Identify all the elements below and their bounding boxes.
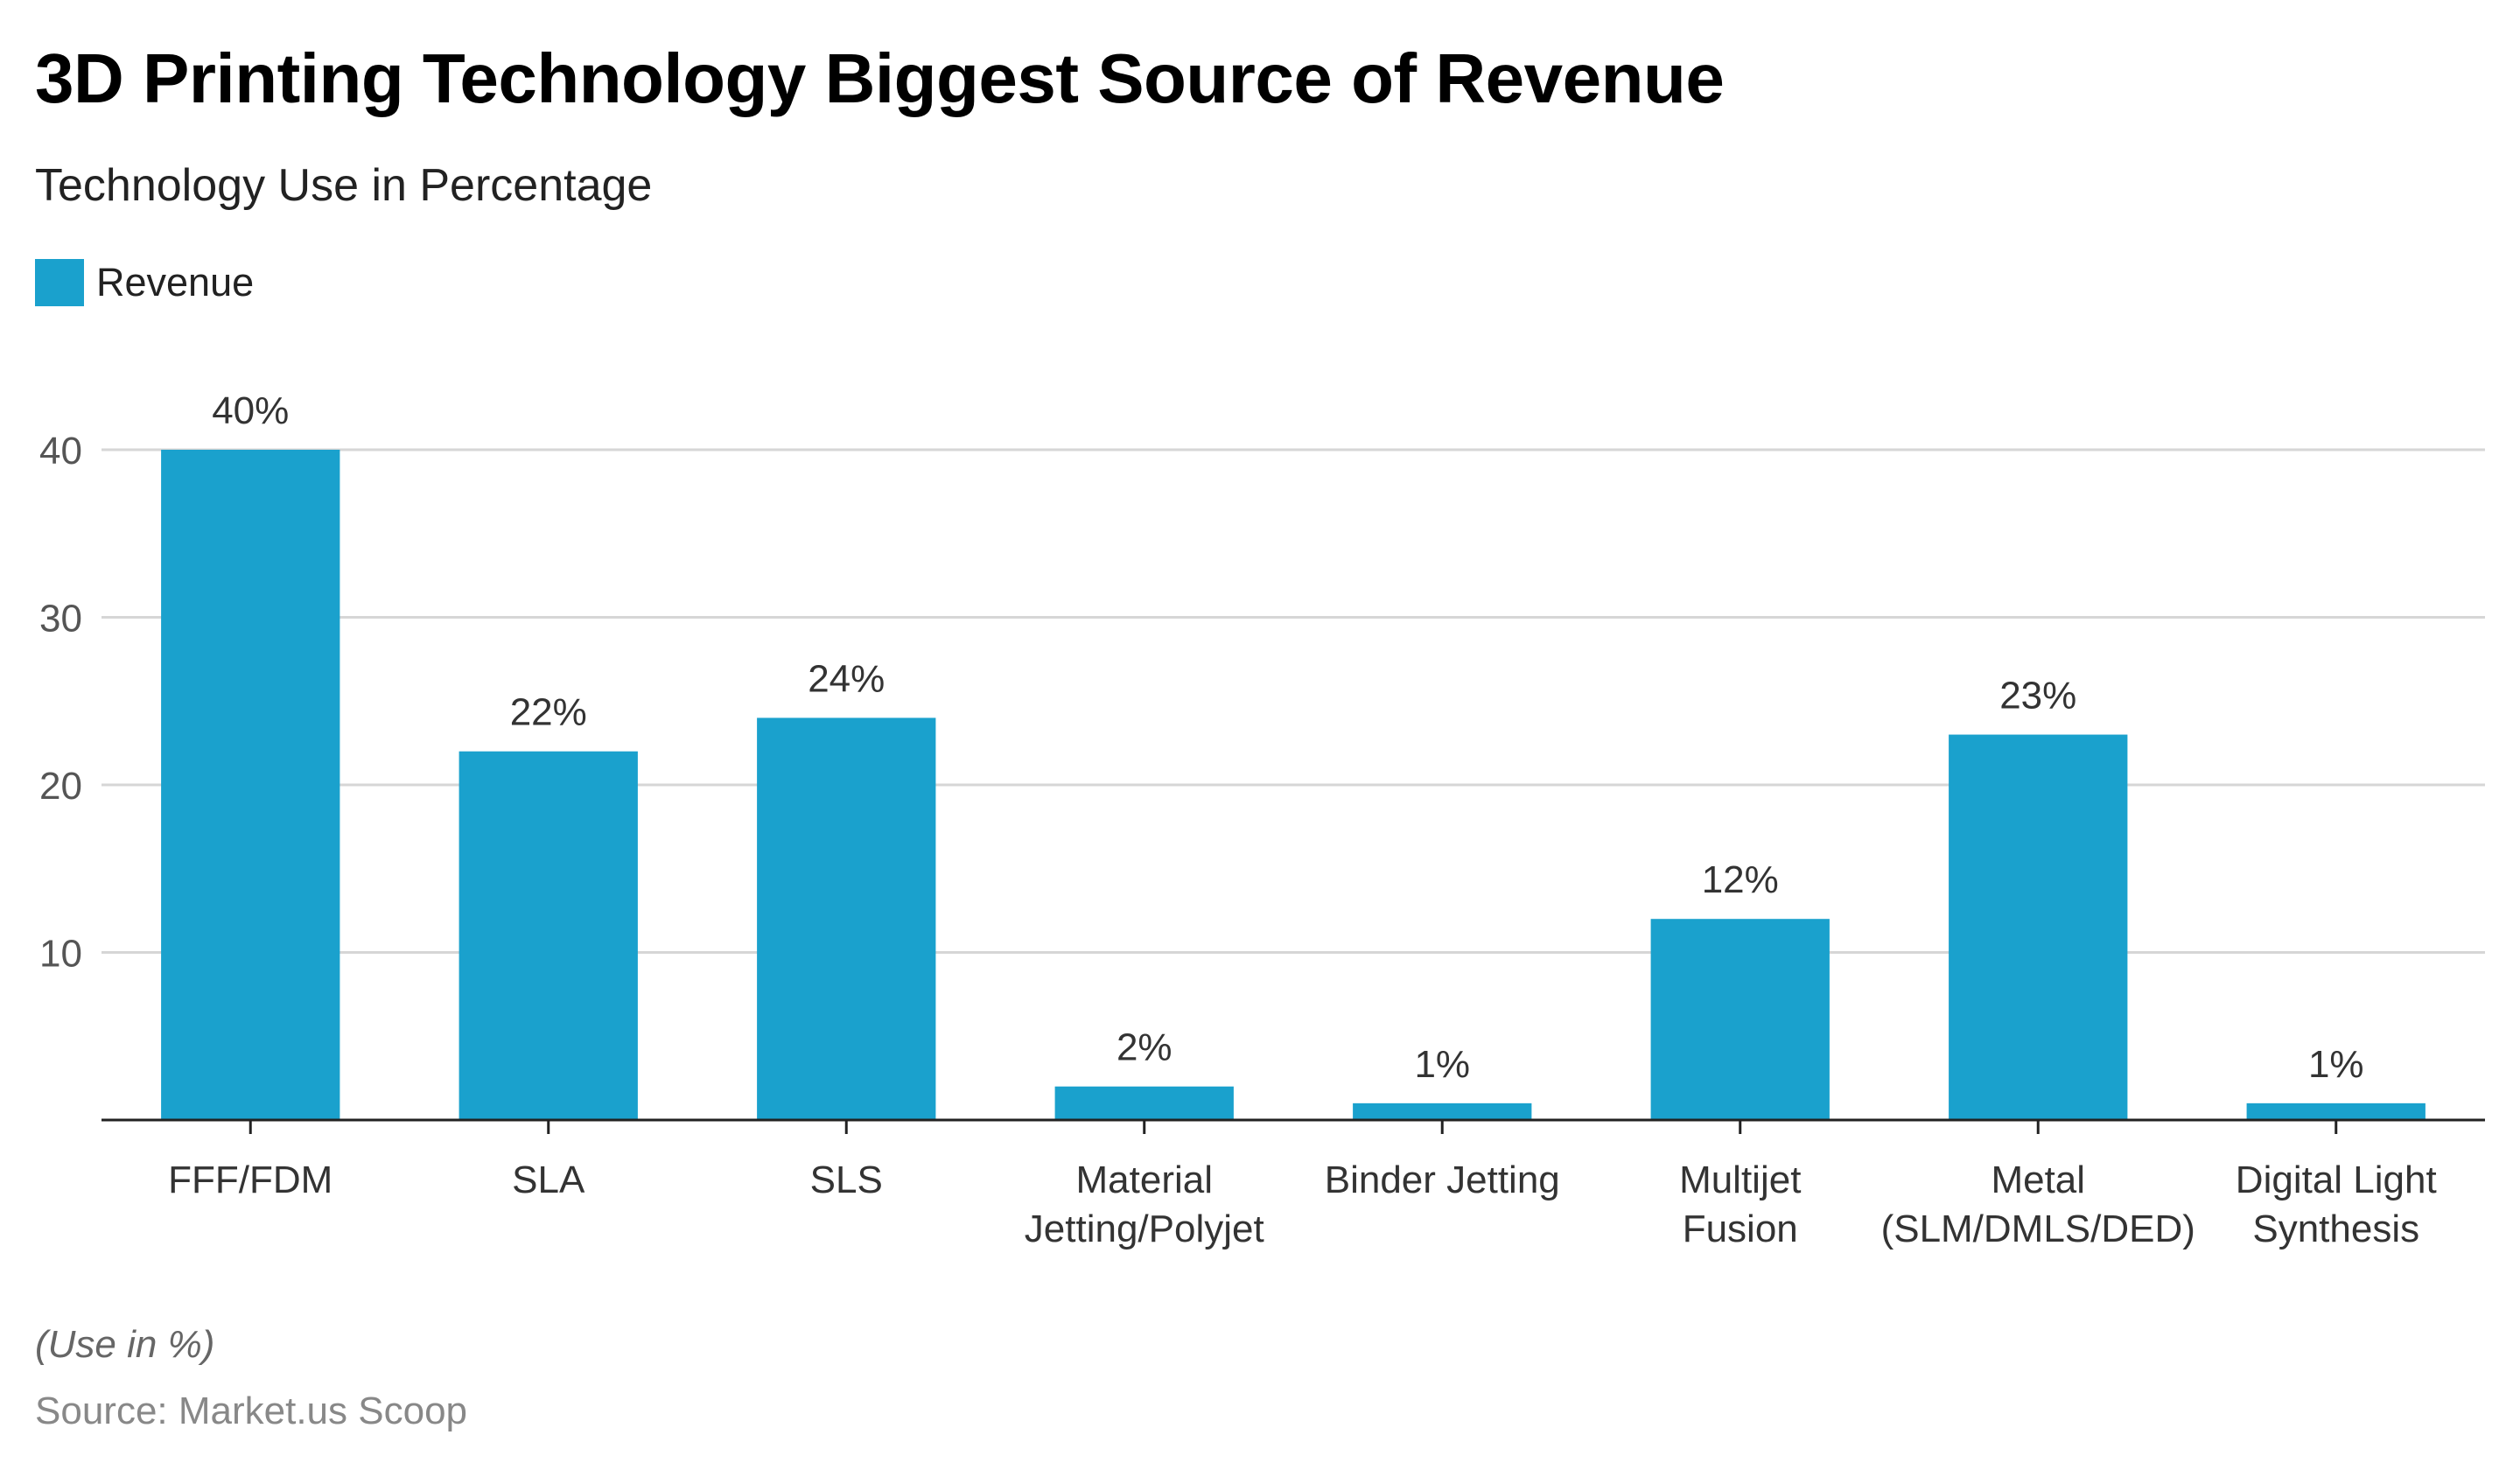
bar bbox=[2246, 1102, 2426, 1120]
legend-swatch bbox=[35, 259, 84, 306]
bar bbox=[1353, 1102, 1532, 1120]
data-label: 1% bbox=[2308, 1043, 2364, 1086]
chart-note: (Use in %) bbox=[35, 1323, 215, 1366]
x-tick-label: Fusion bbox=[1683, 1208, 1798, 1250]
x-tick-label: Metal bbox=[1991, 1158, 2085, 1201]
bar bbox=[1650, 919, 1830, 1120]
data-label: 2% bbox=[1116, 1026, 1172, 1069]
data-label: 22% bbox=[510, 691, 587, 734]
bar bbox=[458, 751, 638, 1120]
x-tick-label: Material bbox=[1076, 1158, 1214, 1201]
y-tick-label: 20 bbox=[39, 765, 82, 808]
x-tick-label: (SLM/DMLS/DED) bbox=[1881, 1208, 2195, 1250]
bar bbox=[757, 718, 936, 1120]
x-tick-label: Digital Light bbox=[2236, 1158, 2437, 1201]
chart-subtitle: Technology Use in Percentage bbox=[35, 160, 653, 211]
data-label: 1% bbox=[1414, 1043, 1470, 1086]
legend-label: Revenue bbox=[96, 260, 255, 304]
x-tick-label: Binder Jetting bbox=[1325, 1158, 1560, 1201]
x-tick-label: SLA bbox=[512, 1158, 585, 1201]
x-tick-label: FFF/FDM bbox=[168, 1158, 332, 1201]
x-tick-label: Multijet bbox=[1679, 1158, 1801, 1201]
y-tick-label: 40 bbox=[39, 430, 82, 472]
x-tick-label: Jetting/Polyjet bbox=[1025, 1208, 1264, 1250]
data-label: 24% bbox=[808, 657, 885, 700]
legend: Revenue bbox=[35, 259, 254, 306]
y-tick-label: 30 bbox=[39, 598, 82, 640]
x-tick-label: SLS bbox=[810, 1158, 883, 1201]
data-label: 40% bbox=[212, 389, 289, 432]
bar bbox=[1054, 1086, 1234, 1120]
bar bbox=[1949, 734, 2128, 1120]
chart-title: 3D Printing Technology Biggest Source of… bbox=[35, 39, 1725, 117]
bar bbox=[161, 450, 340, 1120]
chart-source: Source: Market.us Scoop bbox=[35, 1390, 468, 1432]
bar-chart: 10 20 30 40 40% FFF/FDM 22% SLA 24% SLS 2% Material… bbox=[39, 389, 2485, 1250]
data-label: 12% bbox=[1702, 858, 1779, 901]
y-tick-label: 10 bbox=[39, 933, 82, 976]
x-tick-label: Synthesis bbox=[2252, 1208, 2419, 1250]
data-label: 23% bbox=[1999, 675, 2076, 718]
